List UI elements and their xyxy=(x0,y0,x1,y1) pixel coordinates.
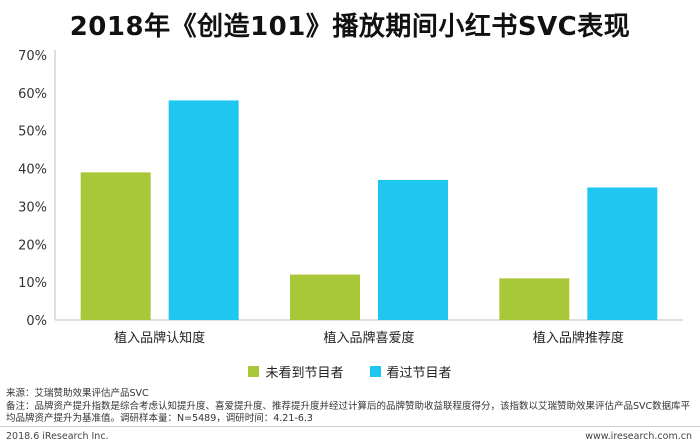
bar-chart: 0%10%20%30%40%50%60%70% 植入品牌认知度 植入品牌喜爱度 植入… xyxy=(18,49,683,346)
y-tick-label: 0% xyxy=(26,314,47,329)
x-tick-label: 植入品牌认知度 xyxy=(114,330,205,346)
notes: 来源：艾瑞赞助效果评估产品SVC 备注：品牌资产提升指数是综合考虑认知提升度、喜… xyxy=(6,388,696,426)
y-tick-label: 20% xyxy=(18,238,47,253)
bar-watched xyxy=(168,100,239,320)
y-tick-label: 50% xyxy=(18,125,47,140)
bar-watched xyxy=(378,179,448,320)
bar-watched xyxy=(587,187,658,320)
legend-label: 未看到节目者 xyxy=(265,366,344,381)
bar-not-watched xyxy=(290,274,360,320)
y-tick-label: 70% xyxy=(18,49,47,64)
y-tick-label: 40% xyxy=(18,163,47,178)
footer-website: www.iresearch.com.cn xyxy=(585,431,692,442)
legend-item-watched: 看过节目者 xyxy=(369,362,452,381)
x-tick-label: 植入品牌喜爱度 xyxy=(323,330,414,346)
legend-swatch xyxy=(369,366,381,377)
chart-title: 2018年《创造101》播放期间小红书SVC表现 xyxy=(69,12,631,42)
bar-not-watched xyxy=(80,172,151,320)
legend-swatch xyxy=(248,366,260,377)
bar-not-watched xyxy=(499,278,570,320)
legend: 未看到节目者 看过节目者 xyxy=(0,362,700,381)
source-note: 来源：艾瑞赞助效果评估产品SVC xyxy=(6,388,149,399)
remark-note: 备注：品牌资产提升指数是综合考虑认知提升度、喜爱提升度、推荐提升度并经过计算后的… xyxy=(6,400,691,425)
y-tick-label: 10% xyxy=(18,276,47,291)
x-axis: 植入品牌认知度 植入品牌喜爱度 植入品牌推荐度 xyxy=(114,330,624,346)
legend-item-not-watched: 未看到节目者 xyxy=(248,362,344,381)
bars xyxy=(80,100,658,320)
y-tick-label: 30% xyxy=(18,200,47,215)
x-tick-label: 植入品牌推荐度 xyxy=(533,330,624,346)
legend-label: 看过节目者 xyxy=(386,366,452,381)
y-axis: 0% 10% 20% 30% 40% 50% 60% 70% xyxy=(18,49,683,329)
footer-divider xyxy=(0,426,700,427)
y-tick-label: 60% xyxy=(18,87,47,102)
footer-copyright: 2018.6 iResearch Inc. xyxy=(6,431,109,442)
